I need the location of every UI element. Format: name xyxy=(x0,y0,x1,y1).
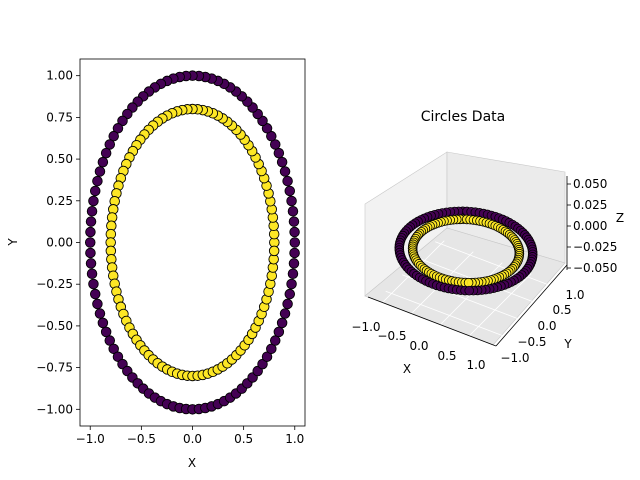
scatter-point xyxy=(86,205,98,217)
scatter-point xyxy=(85,216,97,227)
scatter-point xyxy=(97,156,109,168)
y-tick-label-3d: −1.0 xyxy=(500,351,529,365)
x-tick-label: 0.5 xyxy=(234,432,253,446)
scatter-point xyxy=(279,308,291,319)
x-tick-label-3d: 1.0 xyxy=(466,358,485,372)
scatter-point xyxy=(464,285,475,296)
scatter-point xyxy=(268,245,280,257)
x-tick-label-3d: −0.5 xyxy=(377,329,406,343)
scatter-point xyxy=(284,288,296,300)
scatter-point xyxy=(97,317,109,329)
z-tick-label-3d: −0.050 xyxy=(573,261,617,275)
y-ticks-2d: −1.00 −0.75 −0.50 −0.25 0.00 0.25 0.50 0.75 1.00 xyxy=(36,69,80,416)
scatter-point xyxy=(266,343,277,355)
z-tick-label-3d: 0.050 xyxy=(573,177,607,191)
scatter-point xyxy=(289,247,300,259)
y-ticks-3d: −1.0 −0.5 0.0 0.51.0 xyxy=(500,288,584,365)
scatter-point xyxy=(273,326,285,338)
scatter-point xyxy=(276,317,288,329)
y-tick-label-3d: 0.0 xyxy=(537,319,556,333)
chart-title-3d: Circles Data xyxy=(421,109,506,125)
grid-line-3d xyxy=(435,241,563,291)
y-tick-label-3d: 0.5 xyxy=(552,303,571,317)
scatter-3d-chart: Circles Data −1.0−0.50.00.51.0 −1.0−0.50… xyxy=(351,109,624,376)
scatter-point xyxy=(286,195,297,207)
x-tick-label-3d: 0.5 xyxy=(437,349,456,363)
grid-line-3d xyxy=(487,284,561,358)
z-tick-label-3d: −0.025 xyxy=(573,240,617,254)
z-ticks-3d: −0.050 −0.025 0.000 0.025 0.050 xyxy=(567,177,617,275)
points-3d xyxy=(394,206,538,296)
scatter-point xyxy=(92,298,103,310)
x-tick-label-3d: 0.0 xyxy=(409,339,428,353)
scatter-point xyxy=(269,139,281,150)
y-axis-label-3d: Y xyxy=(563,337,572,351)
y-tick-label-3d: −0.5 xyxy=(517,335,546,349)
scatter-point xyxy=(289,226,300,238)
scatter-point xyxy=(86,268,98,280)
scatter-point xyxy=(104,335,116,346)
y-tick-label: 0.25 xyxy=(46,194,73,208)
scatter-point xyxy=(89,288,101,300)
scatter-point xyxy=(88,278,99,290)
scatter-point xyxy=(288,216,300,227)
scatter-point xyxy=(284,185,296,197)
y-tick-label: −0.50 xyxy=(36,319,73,333)
y-tick-label: 0.00 xyxy=(46,236,73,250)
scatter-point xyxy=(282,298,293,310)
scatter-point xyxy=(100,147,112,159)
x-tick-label: −0.5 xyxy=(127,432,156,446)
x-axis-label-2d: X xyxy=(188,456,196,470)
scatter-point xyxy=(289,237,301,248)
scatter-point xyxy=(276,156,288,168)
scatter-point xyxy=(273,147,285,159)
scatter-point xyxy=(104,139,116,150)
x-ticks-2d: −1.0 −0.5 0.0 0.5 1.0 xyxy=(76,426,304,446)
scatter-point xyxy=(108,130,119,142)
x-axis-line-3d xyxy=(367,296,497,347)
scatter-point xyxy=(282,175,293,187)
y-tick-label: 1.00 xyxy=(46,69,73,83)
x-axis-label-3d: X xyxy=(403,362,411,376)
scatter-point xyxy=(88,195,99,207)
scatter-point xyxy=(287,268,299,280)
scatter-point xyxy=(85,247,96,259)
scatter-point xyxy=(286,278,297,290)
scatter-point xyxy=(288,258,300,269)
scatter-point xyxy=(269,335,281,346)
scatter-point xyxy=(94,308,106,319)
scatter-point xyxy=(89,185,101,197)
scatter-2d-chart: −1.0 −0.5 0.0 0.5 1.0 −1.00 −0.75 −0.50 −0.25 0.… xyxy=(6,58,306,470)
x-tick-label: 1.0 xyxy=(285,432,304,446)
y-tick-label: −1.00 xyxy=(36,402,73,416)
scatter-point xyxy=(279,166,291,177)
x-tick-label: 0.0 xyxy=(183,432,202,446)
x-tick-label-3d: −1.0 xyxy=(351,320,380,334)
scatter-point xyxy=(94,166,106,177)
z-tick-label-3d: 0.025 xyxy=(573,198,607,212)
z-tick-label-3d: 0.000 xyxy=(573,219,607,233)
grid-line-3d xyxy=(458,273,532,347)
y-tick-label-3d: 1.0 xyxy=(565,288,584,302)
scatter-point xyxy=(100,326,112,338)
x-ticks-3d: −1.0−0.50.0 0.5 1.0 xyxy=(351,320,485,372)
scatter-point xyxy=(85,258,97,269)
y-axis-label-2d: Y xyxy=(6,238,20,247)
x-tick-label: −1.0 xyxy=(76,432,105,446)
y-tick-label: −0.75 xyxy=(36,361,73,375)
y-tick-label: 0.50 xyxy=(46,152,73,166)
scatter-point xyxy=(287,205,299,217)
y-tick-label: −0.25 xyxy=(36,277,73,291)
scatter-point xyxy=(85,226,96,238)
points-2d xyxy=(84,70,301,415)
y-tick-label: 0.75 xyxy=(46,110,73,124)
z-axis-label-3d: Z xyxy=(616,211,624,225)
y-axis-line-3d xyxy=(495,264,568,347)
scatter-point xyxy=(92,175,103,187)
scatter-point xyxy=(84,237,96,248)
